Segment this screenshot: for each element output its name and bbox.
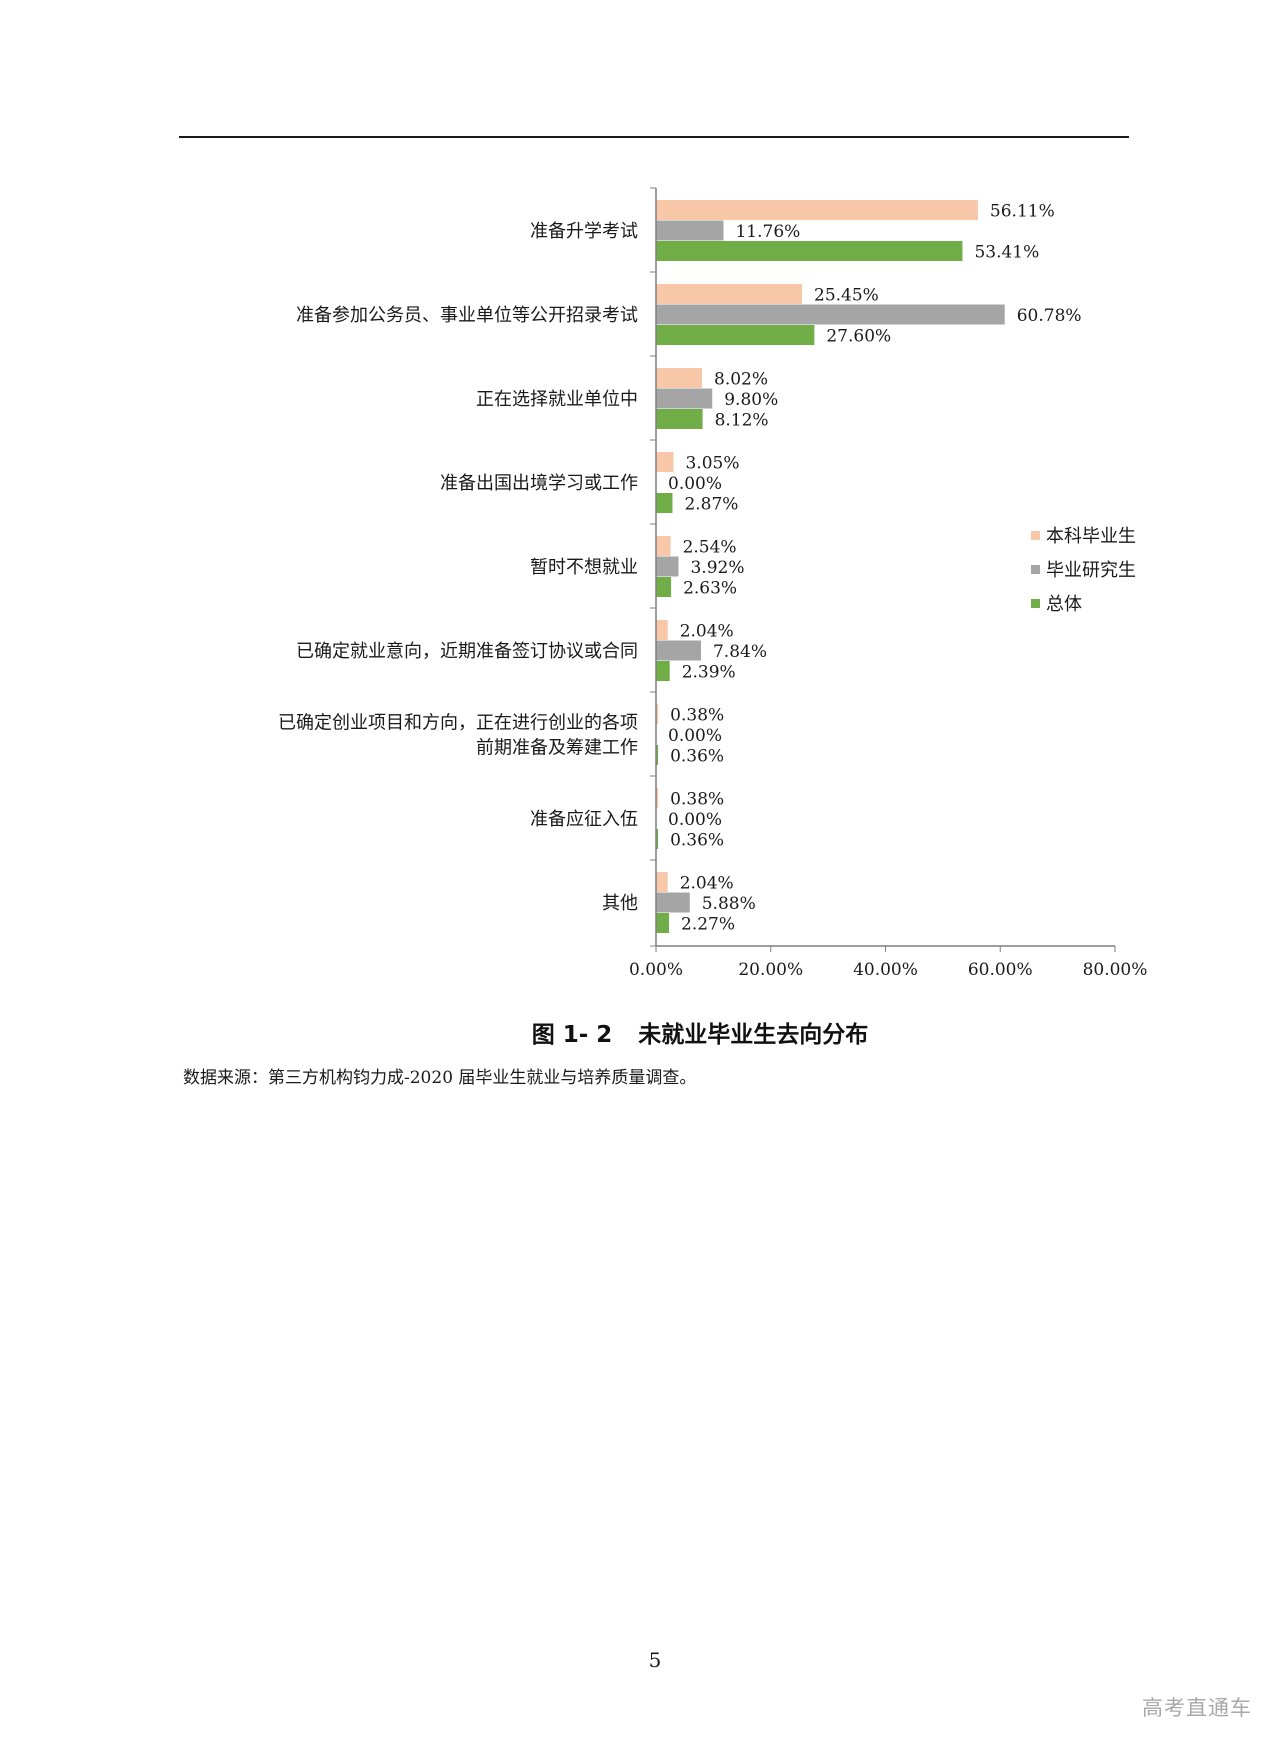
bar [656, 556, 679, 577]
bar [656, 493, 673, 513]
data-label: 2.63% [683, 578, 737, 598]
legend-swatch [1031, 565, 1040, 574]
data-label: 0.00% [668, 474, 722, 494]
data-label: 0.36% [670, 830, 724, 850]
bar [656, 368, 703, 388]
bar [656, 325, 815, 345]
data-label: 2.87% [684, 494, 738, 514]
bar [656, 388, 713, 409]
bar [656, 788, 659, 808]
bar [656, 745, 659, 765]
data-label: 2.39% [682, 662, 736, 682]
bar [656, 872, 668, 892]
bar [656, 304, 1005, 325]
legend-swatch [1031, 599, 1040, 608]
data-label: 0.38% [670, 705, 724, 725]
legend-swatch [1031, 531, 1040, 540]
bar [656, 452, 674, 472]
legend-label: 本科毕业生 [1046, 526, 1136, 547]
bar [656, 577, 672, 597]
category-label: 已确定创业项目和方向，正在进行创业的各项 [278, 712, 638, 733]
bar [656, 241, 963, 261]
figure-number: 图 1- 2 [531, 1022, 613, 1048]
category-label: 准备应征入伍 [530, 809, 638, 830]
category-label: 其他 [602, 893, 638, 914]
x-tick-label: 40.00% [853, 960, 918, 980]
bar [656, 704, 659, 724]
category-label: 已确定就业意向，近期准备签订协议或合同 [296, 641, 638, 662]
data-label: 2.54% [683, 537, 737, 557]
data-label: 8.02% [714, 369, 768, 389]
data-label: 5.88% [702, 894, 756, 914]
bar [656, 536, 671, 556]
legend-label: 毕业研究生 [1046, 560, 1136, 581]
bar [656, 640, 701, 661]
data-source-note: 数据来源：第三方机构钧力成-2020 届毕业生就业与培养质量调查。 [183, 1068, 697, 1088]
x-tick-label: 60.00% [968, 960, 1033, 980]
bar [656, 409, 703, 429]
data-label: 2.04% [680, 621, 734, 641]
data-label: 9.80% [724, 390, 778, 410]
page-number: 5 [648, 1648, 662, 1672]
category-label: 准备参加公务员、事业单位等公开招录考试 [296, 305, 638, 326]
bar [656, 829, 659, 849]
bar [656, 892, 690, 913]
horizontal-bar-chart: 56.11% 11.76% 53.41% 准备升学考试 25.45% 60.78% 27.6… [278, 187, 1148, 980]
category-label: 正在选择就业单位中 [476, 389, 638, 410]
x-tick-label: 20.00% [738, 960, 803, 980]
figure-title: 未就业毕业生去向分布 [638, 1022, 869, 1048]
data-label: 2.04% [680, 873, 734, 893]
data-label: 0.36% [670, 746, 724, 766]
data-label: 56.11% [990, 201, 1055, 221]
data-label: 7.84% [713, 642, 767, 662]
data-label: 11.76% [735, 222, 800, 242]
category-label: 准备出国出境学习或工作 [440, 473, 638, 494]
category-label: 暂时不想就业 [530, 557, 638, 578]
data-label: 8.12% [715, 410, 769, 430]
bar [656, 200, 978, 220]
category-label: 前期准备及筹建工作 [476, 737, 638, 758]
data-label: 60.78% [1017, 306, 1082, 326]
data-label: 53.41% [974, 242, 1039, 262]
data-label: 3.05% [685, 453, 739, 473]
x-tick-label: 0.00% [629, 960, 683, 980]
bar [656, 913, 670, 933]
bar [656, 220, 724, 241]
category-label: 准备升学考试 [530, 221, 638, 242]
watermark: 高考直通车 [1142, 1696, 1252, 1720]
data-label: 3.92% [690, 558, 744, 578]
data-label: 25.45% [814, 285, 879, 305]
data-label: 0.00% [668, 726, 722, 746]
bar [656, 284, 803, 304]
header-rule [179, 136, 1129, 138]
bar [656, 661, 670, 681]
data-label: 27.60% [826, 326, 891, 346]
data-label: 0.00% [668, 810, 722, 830]
data-label: 2.27% [681, 914, 735, 934]
figure-caption: 图 1- 2 未就业毕业生去向分布 [0, 1015, 1280, 1049]
x-tick-label: 80.00% [1083, 960, 1148, 980]
legend-label: 总体 [1046, 594, 1082, 615]
bar [656, 620, 668, 640]
data-label: 0.38% [670, 789, 724, 809]
